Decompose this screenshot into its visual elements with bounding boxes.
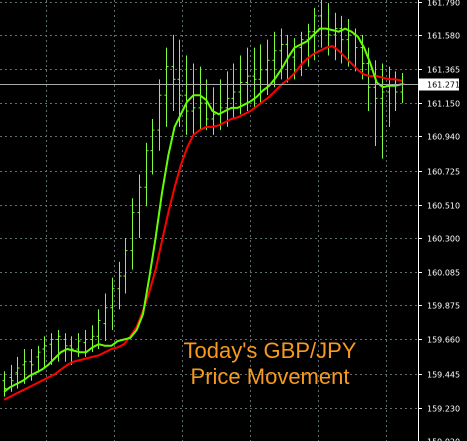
- price-bar: [339, 15, 344, 64]
- price-bar: [22, 348, 27, 384]
- price-bar: [96, 309, 101, 349]
- price-bar: [63, 333, 68, 362]
- y-tick-label: 161.790: [427, 0, 460, 8]
- price-bar: [76, 333, 81, 357]
- y-tick-label: 161.365: [427, 66, 460, 75]
- price-bar: [319, 0, 324, 48]
- y-tick-label: 161.150: [427, 100, 460, 109]
- price-bar: [279, 28, 284, 80]
- y-tick-label: 159.230: [427, 405, 460, 414]
- price-bar: [333, 12, 338, 61]
- chart-annotation: Today's GBP/JPY Price Movement: [140, 338, 400, 390]
- price-bar: [299, 31, 304, 77]
- price-bar: [2, 371, 7, 397]
- current-price-badge: [419, 78, 459, 91]
- y-tick-label: 160.510: [427, 202, 460, 211]
- price-bar: [49, 333, 54, 365]
- grid: [0, 0, 418, 441]
- y-tick-label: 159.660: [427, 336, 460, 345]
- price-bar: [360, 34, 365, 80]
- price-bar: [245, 47, 250, 112]
- price-bar: [198, 66, 203, 131]
- y-tick-label: 159.875: [427, 302, 460, 311]
- price-bar: [144, 142, 149, 207]
- y-tick-label: 160.085: [427, 269, 460, 278]
- slow-ma-line: [3, 45, 403, 401]
- y-tick-label: 160.940: [427, 133, 460, 142]
- price-bar: [110, 277, 115, 330]
- price-bar: [218, 79, 223, 131]
- annotation-line-2: Price Movement: [190, 364, 350, 389]
- price-bar: [36, 345, 41, 373]
- price-bar: [103, 293, 108, 342]
- price-bar: [171, 34, 176, 112]
- y-tick-label: 159.445: [427, 371, 460, 380]
- price-bar: [231, 63, 236, 119]
- price-bar: [373, 60, 378, 146]
- y-tick-label: 159.020: [427, 438, 460, 441]
- fast-ma-line: [3, 27, 403, 393]
- price-bar: [346, 19, 351, 67]
- price-bar: [157, 79, 162, 151]
- y-tick-label: 160.725: [427, 168, 460, 177]
- y-tick-label: 160.300: [427, 235, 460, 244]
- price-bar: [137, 174, 142, 238]
- price-bar: [204, 79, 209, 131]
- price-bar: [123, 237, 128, 294]
- price-bar: [380, 63, 385, 159]
- price-bar: [393, 71, 398, 112]
- price-bar: [150, 118, 155, 175]
- fast-moving-average: [3, 27, 403, 393]
- price-bar: [387, 66, 392, 127]
- price-axis: 161.790 161.580 161.365 161.150 160.940 160.7…: [418, 0, 460, 441]
- annotation-line-1: Today's GBP/JPY: [183, 338, 357, 363]
- price-bar: [56, 329, 61, 362]
- current-price-marker: 161.271: [0, 78, 460, 91]
- price-bar: [184, 55, 189, 135]
- price-bar: [225, 71, 230, 127]
- price-bar: [164, 47, 169, 127]
- current-price-label: 161.271: [427, 81, 460, 90]
- price-bar: [117, 261, 122, 310]
- y-tick-label: 161.580: [427, 32, 460, 41]
- price-bar: [42, 336, 47, 369]
- price-bar: [191, 63, 196, 135]
- price-bar: [177, 39, 182, 127]
- slow-moving-average: [3, 45, 403, 401]
- price-bar: [400, 72, 405, 104]
- price-bar: [130, 198, 135, 270]
